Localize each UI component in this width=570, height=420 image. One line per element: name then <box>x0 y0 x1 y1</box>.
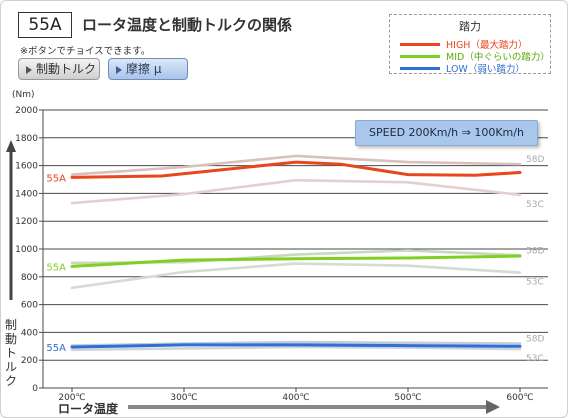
legend-swatch-high <box>400 43 440 46</box>
series-label-mid-58d: 58D <box>526 246 544 256</box>
series-line-mid-55a <box>70 254 522 268</box>
y-tick-label: 200 <box>21 356 38 366</box>
button-note: ※ボタンでチョイスできます。 <box>20 46 151 57</box>
series-label-high-53c: 53C <box>526 200 544 210</box>
grid-lines <box>39 109 548 392</box>
series-line-low-53c <box>70 345 522 352</box>
series-label-high-55a: 55A <box>46 173 66 184</box>
torque-button[interactable]: 制動トルク <box>18 58 100 80</box>
x-tick-label: 500℃ <box>394 393 421 403</box>
page-title: ロータ温度と制動トルクの関係 <box>82 16 293 34</box>
y-tick-label: 800 <box>21 273 38 283</box>
friction-button[interactable]: 摩擦 μ <box>108 58 188 80</box>
legend-title: 踏力 <box>459 20 481 33</box>
legend-swatch-low <box>400 67 440 70</box>
series-line-high-58d <box>70 154 522 176</box>
series-label-low-58d: 58D <box>526 335 544 345</box>
y-tick-label: 1000 <box>15 245 38 255</box>
y-tick-label: 1200 <box>15 217 38 227</box>
y-tick-label: 1600 <box>15 162 38 172</box>
series-line-high-55a <box>70 160 522 179</box>
series-label-mid-53c: 53C <box>526 278 544 288</box>
y-axis-unit: (Nm) <box>12 90 35 100</box>
series-lines <box>70 154 522 352</box>
legend-swatch-mid <box>400 55 440 58</box>
play-arrow-icon <box>116 65 122 74</box>
x-tick-label: 200℃ <box>58 393 85 403</box>
x-axis-arrowhead <box>486 400 500 414</box>
friction-button-label: 摩擦 μ <box>126 62 162 76</box>
y-axis-title: 制動トルク <box>4 318 17 388</box>
x-tick-label: 400℃ <box>282 393 309 403</box>
legend-label-mid: MID（中ぐらいの踏力） <box>446 52 550 63</box>
y-tick-label: 1800 <box>15 134 38 144</box>
y-tick-labels: 0 200 400 600 800 1000 1200 1400 1600 1800 2000 <box>15 106 38 394</box>
torque-button-label: 制動トルク <box>36 62 97 76</box>
series-label-low-53c: 53C <box>526 354 544 364</box>
series-labels: 58D 53C 58D 53C 58D 53C 55A 55A 55A <box>46 155 544 364</box>
series-label-high-58d: 58D <box>526 155 544 165</box>
legend-label-high: HIGH（最大踏力） <box>446 40 528 51</box>
series-line-high-53c <box>70 178 522 205</box>
model-badge: 55A <box>18 12 72 38</box>
y-tick-label: 2000 <box>15 106 38 116</box>
legend: 踏力 HIGH（最大踏力） MID（中ぐらいの踏力） LOW（弱い踏力） <box>389 14 551 75</box>
x-tick-label: 300℃ <box>170 393 197 403</box>
series-label-mid-55a: 55A <box>46 262 66 273</box>
x-tick-labels: 200℃ 300℃ 400℃ 500℃ 600℃ <box>58 393 533 403</box>
y-tick-label: 0 <box>32 384 38 394</box>
x-tick-label: 600℃ <box>506 393 533 403</box>
series-line-mid-53c <box>70 262 522 290</box>
y-tick-label: 600 <box>21 301 38 311</box>
y-tick-label: 1400 <box>15 189 38 199</box>
play-arrow-icon <box>26 65 32 74</box>
speed-label: SPEED 200Km/h ⇒ 100Km/h <box>355 120 538 146</box>
series-label-low-55a: 55A <box>46 343 66 354</box>
x-axis-title: ロータ温度 <box>58 402 119 416</box>
y-tick-label: 400 <box>21 328 38 338</box>
x-axis-arrow <box>128 405 488 409</box>
series-line-low-55a <box>70 343 522 349</box>
legend-label-low: LOW（弱い踏力） <box>446 64 525 75</box>
y-axis-arrowhead <box>6 140 16 152</box>
